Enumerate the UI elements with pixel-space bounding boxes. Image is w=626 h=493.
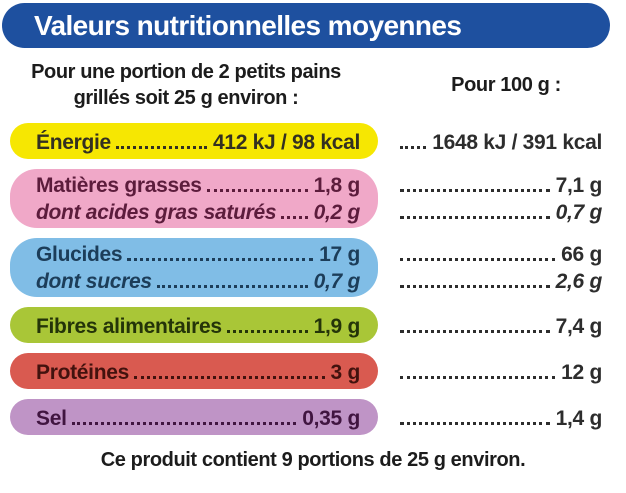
per100g-value: 1648 kJ / 391 kcal bbox=[432, 131, 602, 154]
row-pill-glucides: Glucides 17 g dont sucres 0,7 g bbox=[10, 238, 378, 297]
per100g-value: 7,4 g bbox=[555, 315, 603, 338]
dotted-leader bbox=[400, 258, 556, 261]
portion-column-header: Pour une portion de 2 petits pains grill… bbox=[0, 59, 372, 111]
nutrient-label: Fibres alimentaires bbox=[36, 315, 222, 338]
pill-line: Matières grasses 1,8 g bbox=[36, 171, 360, 198]
pill-line: Énergie 412 kJ / 98 kcal bbox=[36, 128, 360, 155]
row-pill-energie: Énergie 412 kJ / 98 kcal bbox=[10, 123, 378, 159]
per100g-column-energie: 1648 kJ / 391 kcal bbox=[395, 123, 602, 155]
pill-line: dont acides gras saturés 0,2 g bbox=[36, 198, 360, 225]
dotted-leader bbox=[400, 285, 550, 288]
dotted-leader bbox=[71, 422, 297, 425]
nutrient-label: Glucides bbox=[36, 243, 123, 266]
portion-header-line1: Pour une portion de 2 petits pains bbox=[31, 61, 341, 83]
per100g-line: 12 g bbox=[395, 358, 602, 385]
row-pill-sel: Sel 0,35 g bbox=[10, 399, 378, 435]
portion-value: 17 g bbox=[319, 243, 360, 266]
portion-value: 3 g bbox=[330, 361, 361, 384]
nutrient-label: Matières grasses bbox=[36, 174, 202, 197]
nutrition-row-glucides: Glucides 17 g dont sucres 0,7 g 66 g 2,6 g bbox=[0, 238, 626, 297]
dotted-leader bbox=[400, 376, 556, 379]
per100g-value: 7,1 g bbox=[555, 174, 603, 197]
pill-line: dont sucres 0,7 g bbox=[36, 267, 360, 294]
per100g-column-sel: 1,4 g bbox=[395, 399, 602, 431]
nutrition-row-sel: Sel 0,35 g 1,4 g bbox=[0, 399, 626, 435]
per100g-value: 12 g bbox=[561, 361, 602, 384]
dotted-leader bbox=[400, 189, 550, 192]
portion-value: 0,35 g bbox=[302, 407, 360, 430]
per100g-value: 0,7 g bbox=[555, 201, 603, 224]
column-headers: Pour une portion de 2 petits pains grill… bbox=[0, 59, 626, 111]
dotted-leader bbox=[156, 285, 308, 288]
nutrient-label: dont acides gras saturés bbox=[36, 201, 277, 224]
pill-line: Glucides 17 g bbox=[36, 240, 360, 267]
nutrient-label: Sel bbox=[36, 407, 67, 430]
row-pill-matieres-grasses: Matières grasses 1,8 g dont acides gras sa… bbox=[10, 169, 378, 228]
dotted-leader bbox=[400, 216, 550, 219]
dotted-leader bbox=[206, 189, 308, 192]
per100g-column-proteines: 12 g bbox=[395, 353, 602, 385]
page-title: Valeurs nutritionnelles moyennes bbox=[34, 9, 462, 41]
dotted-leader bbox=[134, 376, 325, 379]
row-pill-proteines: Protéines 3 g bbox=[10, 353, 378, 389]
portion-header-line2: grillés soit 25 g environ : bbox=[73, 87, 299, 109]
per100g-column-matieres-grasses: 7,1 g 0,7 g bbox=[395, 169, 602, 225]
pill-line: Protéines 3 g bbox=[36, 358, 360, 385]
portions-note: Ce produit contient 9 portions de 25 g e… bbox=[100, 449, 526, 471]
per100g-column-glucides: 66 g 2,6 g bbox=[395, 238, 602, 294]
dotted-leader bbox=[226, 330, 308, 333]
row-pill-fibres: Fibres alimentaires 1,9 g bbox=[10, 307, 378, 343]
dotted-leader bbox=[400, 330, 550, 333]
per100g-line: 1,4 g bbox=[395, 404, 602, 431]
nutrition-row-energie: Énergie 412 kJ / 98 kcal 1648 kJ / 391 kca… bbox=[0, 123, 626, 159]
nutrition-row-matieres-grasses: Matières grasses 1,8 g dont acides gras sa… bbox=[0, 169, 626, 228]
nutrition-label: Valeurs nutritionnelles moyennes Pour un… bbox=[0, 3, 626, 493]
portion-value: 1,9 g bbox=[313, 315, 361, 338]
dotted-leader bbox=[400, 146, 427, 149]
nutrient-label: Protéines bbox=[36, 361, 129, 384]
nutrition-row-proteines: Protéines 3 g 12 g bbox=[0, 353, 626, 389]
per100g-line: 66 g bbox=[395, 240, 602, 267]
per100g-line: 7,1 g bbox=[395, 171, 602, 198]
per100g-line: 0,7 g bbox=[395, 198, 602, 225]
per100g-value: 2,6 g bbox=[555, 270, 603, 293]
portion-value: 0,7 g bbox=[313, 270, 361, 293]
dotted-leader bbox=[127, 258, 314, 261]
per100g-value: 66 g bbox=[561, 243, 602, 266]
portion-value: 1,8 g bbox=[313, 174, 361, 197]
nutrient-label: dont sucres bbox=[36, 270, 152, 293]
per100g-value: 1,4 g bbox=[555, 407, 603, 430]
per100g-line: 2,6 g bbox=[395, 267, 602, 294]
title-banner: Valeurs nutritionnelles moyennes bbox=[2, 3, 610, 48]
per100g-column-fibres: 7,4 g bbox=[395, 307, 602, 339]
per100g-column-header: Pour 100 g : bbox=[451, 73, 561, 96]
dotted-leader bbox=[400, 422, 550, 425]
dotted-leader bbox=[281, 216, 308, 219]
dotted-leader bbox=[115, 146, 207, 149]
nutrition-rows: Énergie 412 kJ / 98 kcal 1648 kJ / 391 kca… bbox=[0, 123, 626, 435]
portion-value: 0,2 g bbox=[313, 201, 361, 224]
pill-line: Sel 0,35 g bbox=[36, 404, 360, 431]
per100g-line: 1648 kJ / 391 kcal bbox=[395, 128, 602, 155]
nutrition-row-fibres: Fibres alimentaires 1,9 g 7,4 g bbox=[0, 307, 626, 343]
portion-value: 412 kJ / 98 kcal bbox=[213, 131, 360, 154]
nutrient-label: Énergie bbox=[36, 131, 111, 154]
pill-line: Fibres alimentaires 1,9 g bbox=[36, 312, 360, 339]
per100g-line: 7,4 g bbox=[395, 312, 602, 339]
